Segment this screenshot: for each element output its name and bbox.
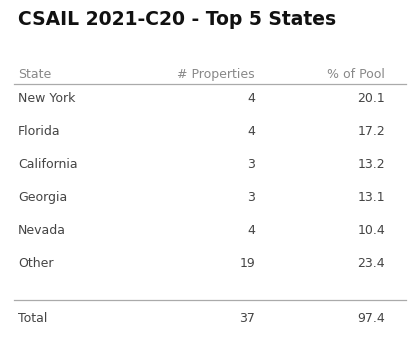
Text: 13.2: 13.2	[357, 158, 385, 171]
Text: % of Pool: % of Pool	[327, 68, 385, 81]
Text: 3: 3	[247, 191, 255, 204]
Text: State: State	[18, 68, 51, 81]
Text: 4: 4	[247, 92, 255, 105]
Text: 97.4: 97.4	[357, 312, 385, 325]
Text: Nevada: Nevada	[18, 224, 66, 237]
Text: 19: 19	[239, 257, 255, 270]
Text: 23.4: 23.4	[357, 257, 385, 270]
Text: California: California	[18, 158, 78, 171]
Text: CSAIL 2021-C20 - Top 5 States: CSAIL 2021-C20 - Top 5 States	[18, 10, 336, 29]
Text: # Properties: # Properties	[177, 68, 255, 81]
Text: 37: 37	[239, 312, 255, 325]
Text: Georgia: Georgia	[18, 191, 67, 204]
Text: 20.1: 20.1	[357, 92, 385, 105]
Text: Total: Total	[18, 312, 47, 325]
Text: Other: Other	[18, 257, 53, 270]
Text: Florida: Florida	[18, 125, 60, 138]
Text: 3: 3	[247, 158, 255, 171]
Text: 17.2: 17.2	[357, 125, 385, 138]
Text: 10.4: 10.4	[357, 224, 385, 237]
Text: 13.1: 13.1	[357, 191, 385, 204]
Text: New York: New York	[18, 92, 75, 105]
Text: 4: 4	[247, 125, 255, 138]
Text: 4: 4	[247, 224, 255, 237]
